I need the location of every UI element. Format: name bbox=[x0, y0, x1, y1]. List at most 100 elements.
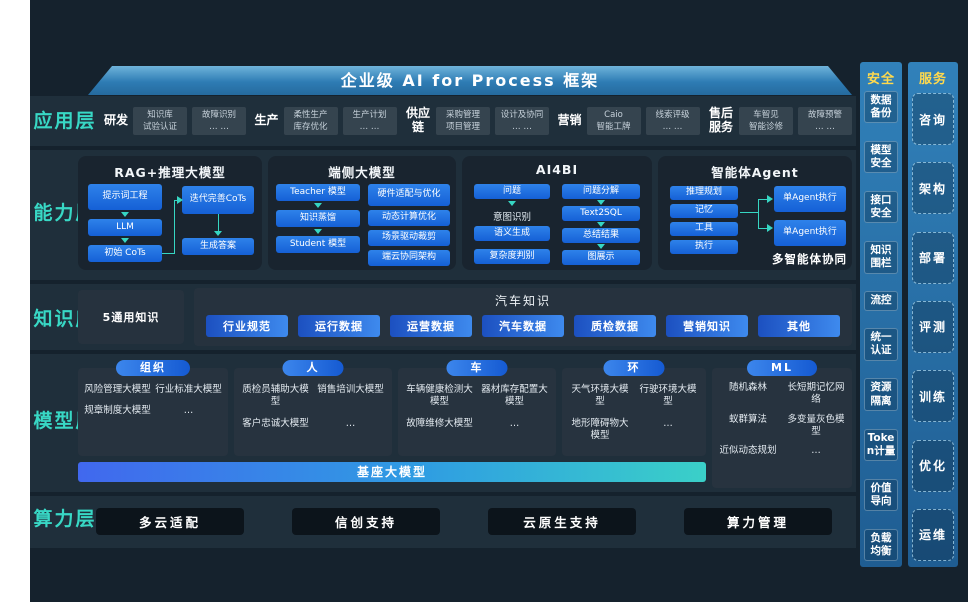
model-item: 销售培训大模型 bbox=[317, 384, 384, 395]
model-group-environment: 环 天气环境大模型 行驶环境大模型 地形障碍物大模型… bbox=[562, 360, 706, 456]
app-chip-line: 试验认证 bbox=[143, 122, 178, 132]
security-item: 知识围栏 bbox=[864, 241, 898, 274]
model-item: … bbox=[509, 417, 520, 429]
app-chip-line: … … bbox=[662, 122, 683, 132]
model-group-pill: 人 bbox=[282, 360, 344, 376]
flow-step: 迭代完善CoTs bbox=[182, 186, 254, 214]
flow-step: 初始 CoTs bbox=[88, 245, 162, 262]
flow-step: 记忆 bbox=[670, 204, 738, 218]
app-chip: 车智见 智能诊修 bbox=[738, 106, 793, 136]
app-chip-line: Caio bbox=[604, 109, 623, 120]
agent-left-list: 推理规划 记忆 工具 执行 bbox=[670, 186, 738, 254]
arrow-down-icon bbox=[121, 238, 129, 243]
model-items: 风险管理大模型 行业标准大模型 规章制度大模型… bbox=[78, 368, 228, 422]
connector-line bbox=[217, 214, 219, 232]
service-item: 咨询 bbox=[912, 93, 954, 145]
model-item: 长短期记忆网络 bbox=[787, 382, 845, 406]
security-item: 模型安全 bbox=[864, 141, 898, 174]
app-chip-line: … … bbox=[209, 122, 229, 132]
compute-button: 云原生支持 bbox=[488, 508, 636, 535]
flow-step: 知识蒸馏 bbox=[276, 210, 360, 227]
app-chip: 采购管理 项目管理 bbox=[436, 106, 490, 136]
model-item: 行业标准大模型 bbox=[155, 384, 222, 395]
app-chip-line: 智能诊修 bbox=[748, 122, 783, 132]
ai4bi-box-title: AI4BI bbox=[535, 162, 579, 177]
flow-step: 语义生成 bbox=[474, 226, 550, 241]
arrow-down-icon bbox=[597, 244, 605, 249]
flow-step: Student 模型 bbox=[276, 236, 360, 253]
knowledge-chips: 行业规范 运行数据 运营数据 汽车数据 质检数据 营销知识 其他 bbox=[206, 315, 840, 337]
app-chip-line: 柔性生产 bbox=[293, 109, 328, 120]
knowledge-chip: 汽车数据 bbox=[482, 315, 564, 337]
compute-button: 算力管理 bbox=[684, 508, 832, 535]
auto-knowledge-title: 汽车知识 bbox=[494, 294, 551, 308]
agent-box-title: 智能体Agent bbox=[711, 165, 799, 180]
app-chip-line: 线索评级 bbox=[655, 109, 690, 120]
model-group-pill: 车 bbox=[446, 360, 508, 376]
model-items: 车辆健康检测大模型 器材库存配置大模型 故障维修大模型… bbox=[398, 368, 556, 434]
app-chip-line: 车智见 bbox=[753, 109, 779, 120]
rag-reasoning-box: RAG+推理大模型 提示词工程 LLM 初始 CoTs 迭代完善CoTs 生成答… bbox=[78, 156, 262, 270]
connector-line bbox=[758, 228, 768, 229]
model-item: … bbox=[345, 417, 356, 429]
compute-button: 多云适配 bbox=[96, 508, 244, 535]
service-item: 运维 bbox=[912, 508, 954, 561]
model-item: 近似动态规划 bbox=[719, 445, 777, 457]
app-group-label: 营销 bbox=[557, 113, 582, 128]
model-group-people: 人 质检员辅助大模型 销售培训大模型 客户忠诚大模型… bbox=[234, 360, 392, 456]
security-item: Token计量 bbox=[864, 428, 898, 461]
app-chip-line: 库存优化 bbox=[293, 122, 328, 132]
arrow-down-icon bbox=[121, 212, 129, 217]
model-group-vehicle: 车 车辆健康检测大模型 器材库存配置大模型 故障维修大模型… bbox=[398, 360, 556, 456]
app-group: 生产 柔性生产 库存优化 生产计划 … … bbox=[254, 106, 397, 136]
app-chip-line: 生产计划 bbox=[352, 109, 387, 120]
security-item: 资源隔离 bbox=[864, 378, 898, 411]
app-chip-line: … … bbox=[512, 122, 532, 132]
application-groups: 研发 知识库 试验认证 故障识别 … … 生产 柔性生产 库存优化 bbox=[104, 98, 852, 144]
ai4bi-right-flow: 问题分解 Text2SQL 总结结果 图展示 bbox=[562, 184, 640, 265]
model-item: 随机森林 bbox=[728, 382, 767, 393]
flow-step: 单Agent执行 bbox=[774, 186, 846, 212]
flow-step: 硬件适配与优化 bbox=[368, 184, 450, 206]
arrow-down-icon bbox=[214, 231, 222, 236]
arrow-right-icon bbox=[177, 196, 183, 204]
rag-right-flow: 迭代完善CoTs 生成答案 bbox=[182, 186, 254, 255]
flow-step-text: 意图识别 bbox=[492, 212, 531, 223]
knowledge-chip: 运行数据 bbox=[298, 315, 380, 337]
model-item: 风险管理大模型 bbox=[84, 384, 151, 395]
model-item: 器材库存配置大模型 bbox=[481, 384, 548, 408]
app-group: 供应链 采购管理 项目管理 设计及协同 … … bbox=[405, 106, 549, 136]
ai4bi-left-flow: 问题 意图识别 语义生成 复杂度判别 bbox=[474, 184, 550, 264]
model-item: 天气环境大模型 bbox=[571, 384, 629, 408]
app-chip-line: 故障预警 bbox=[807, 109, 842, 120]
app-group-label: 研发 bbox=[104, 113, 129, 128]
app-group-label: 生产 bbox=[254, 113, 279, 128]
security-item: 价值导向 bbox=[864, 478, 898, 511]
app-chip: 线索评级 … … bbox=[645, 106, 700, 136]
app-group-label: 售后服务 bbox=[708, 106, 733, 134]
edge-model-box: 端侧大模型 Teacher 模型 知识蒸馏 Student 模型 硬件适配与优化… bbox=[268, 156, 456, 270]
model-items: 天气环境大模型 行驶环境大模型 地形障碍物大模型… bbox=[562, 368, 706, 446]
connector-line bbox=[740, 212, 758, 213]
model-group-organization: 组织 风险管理大模型 行业标准大模型 规章制度大模型… bbox=[78, 360, 228, 456]
model-items: 随机森林 长短期记忆网络 蚁群算法 多变量灰色模型 近似动态规划… bbox=[712, 368, 852, 462]
connector-line bbox=[758, 199, 759, 229]
service-item: 评测 bbox=[912, 300, 954, 353]
app-chip-line: 智能工牌 bbox=[596, 122, 631, 132]
flow-step: 工具 bbox=[670, 222, 738, 236]
flow-step: 提示词工程 bbox=[88, 184, 162, 210]
layer-label-compute: 算力层 bbox=[33, 508, 97, 530]
services-panel: 服务 咨询 架构 部署 评测 训练 优化 运维 bbox=[908, 62, 958, 567]
flow-step: Teacher 模型 bbox=[276, 184, 360, 201]
app-group: 研发 知识库 试验认证 故障识别 … … bbox=[104, 106, 247, 136]
app-group: 售后服务 车智见 智能诊修 故障预警 … … bbox=[708, 106, 852, 136]
arrow-down-icon bbox=[314, 203, 322, 208]
service-item: 部署 bbox=[912, 231, 954, 284]
knowledge-chip: 营销知识 bbox=[666, 315, 748, 337]
multi-agent-caption: 多智能体协同 bbox=[772, 252, 847, 266]
application-layer-band bbox=[30, 96, 856, 146]
service-item: 训练 bbox=[912, 370, 954, 423]
model-group-pill: 组织 bbox=[116, 360, 190, 376]
connector-line bbox=[162, 253, 174, 254]
service-item: 优化 bbox=[912, 439, 954, 492]
